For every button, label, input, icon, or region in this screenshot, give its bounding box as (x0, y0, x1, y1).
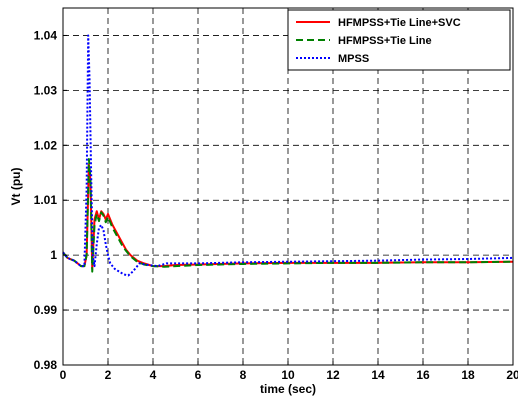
series-group (62, 34, 514, 277)
y-tick-label: 1.01 (34, 193, 58, 207)
x-tick-label: 6 (195, 368, 202, 382)
y-axis-label: Vt (pu) (9, 168, 23, 206)
y-tick-label: 1 (50, 248, 57, 262)
x-tick-label: 8 (240, 368, 247, 382)
y-tick-label: 1.02 (34, 138, 58, 152)
x-tick-label: 18 (461, 368, 475, 382)
legend-label-3: MPSS (338, 53, 369, 65)
legend-label-2: HFMPSS+Tie Line (338, 35, 432, 47)
x-tick-label: 20 (506, 368, 518, 382)
y-tick-label: 1.03 (34, 83, 58, 97)
x-axis-label: time (sec) (260, 382, 316, 396)
ticks: 0 2 4 6 8 10 12 14 16 18 20 0.98 0.99 1 1.01 1.02 1.03 1.… (34, 28, 518, 382)
x-tick-label: 0 (60, 368, 67, 382)
y-tick-label: 0.98 (34, 358, 58, 372)
series-line-3 (62, 34, 514, 277)
x-tick-label: 16 (416, 368, 430, 382)
x-tick-label: 4 (150, 368, 157, 382)
series-line-2 (62, 158, 514, 273)
y-tick-label: 1.04 (34, 28, 58, 42)
legend: HFMPSS+Tie Line+SVC HFMPSS+Tie Line MPSS (287, 9, 511, 71)
legend-label-1: HFMPSS+Tie Line+SVC (338, 17, 461, 29)
x-tick-label: 14 (371, 368, 385, 382)
x-tick-label: 10 (281, 368, 295, 382)
x-tick-label: 12 (326, 368, 340, 382)
x-tick-label: 2 (105, 368, 112, 382)
y-tick-label: 0.99 (34, 303, 58, 317)
series-line-1 (62, 163, 514, 270)
